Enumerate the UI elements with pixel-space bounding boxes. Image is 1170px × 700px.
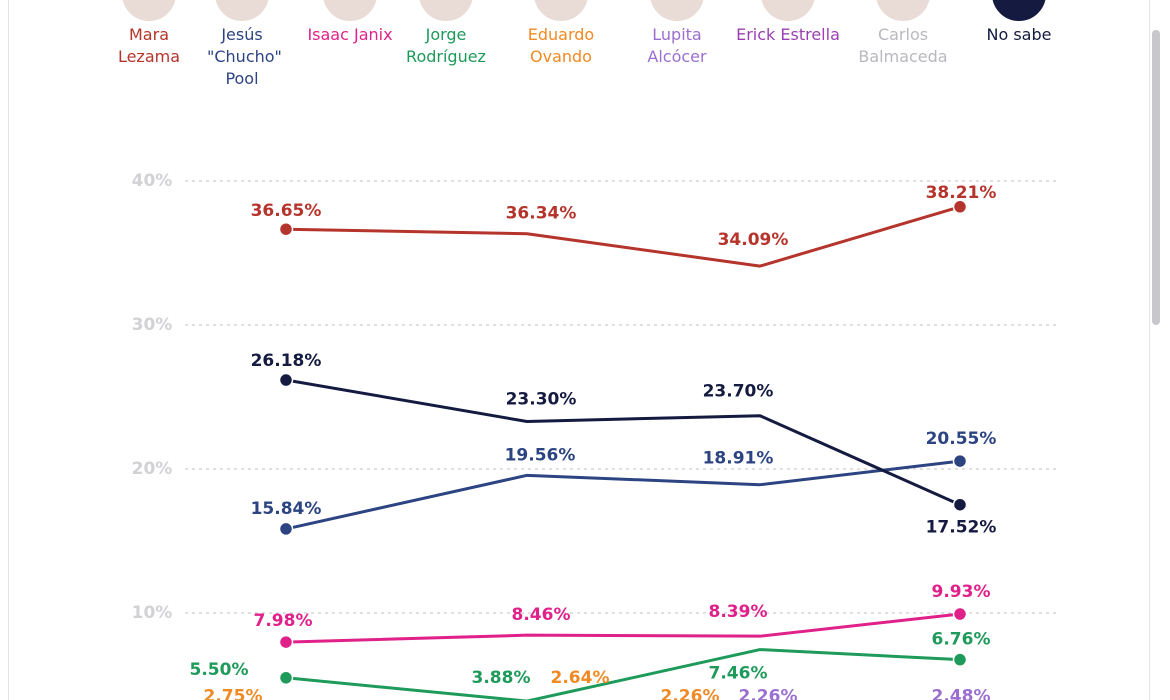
legend-avatar bbox=[874, 0, 932, 23]
data-point bbox=[952, 606, 968, 622]
y-tick-label: 20% bbox=[132, 459, 173, 479]
value-label: 17.52% bbox=[926, 518, 997, 538]
legend-avatar bbox=[759, 0, 817, 23]
data-point bbox=[952, 652, 968, 667]
scrollbar[interactable] bbox=[1152, 30, 1160, 325]
series-line bbox=[285, 612, 961, 644]
legend-entry: Eduardo Ovando bbox=[527, 25, 595, 66]
legend-avatar bbox=[648, 0, 706, 23]
value-label: 26.18% bbox=[251, 351, 322, 371]
value-label: 2.64% bbox=[551, 668, 610, 688]
legend-entry: Erick Estrella bbox=[736, 25, 840, 44]
legend-avatar bbox=[417, 0, 475, 23]
series-line bbox=[285, 205, 961, 268]
data-point bbox=[278, 372, 294, 388]
value-label: 2.75% bbox=[204, 686, 263, 700]
data-point bbox=[278, 634, 294, 650]
legend-entry: Jorge Rodríguez bbox=[406, 25, 486, 66]
series-line bbox=[285, 459, 961, 531]
legend-avatar bbox=[990, 0, 1048, 23]
data-point bbox=[278, 670, 294, 686]
data-point bbox=[278, 221, 294, 237]
series-line bbox=[285, 648, 961, 700]
value-label: 38.21% bbox=[926, 183, 997, 203]
data-point bbox=[278, 521, 294, 537]
y-tick-label: 30% bbox=[132, 315, 173, 335]
legend-entry: Jesús "Chucho" Pool bbox=[207, 25, 282, 88]
value-label: 2.26% bbox=[739, 686, 798, 700]
legend-entry: No sabe bbox=[986, 25, 1052, 44]
value-label: 9.93% bbox=[932, 582, 991, 602]
value-label: 7.46% bbox=[709, 664, 768, 684]
legend-entry: Mara Lezama bbox=[117, 25, 181, 66]
value-label: 5.50% bbox=[190, 660, 249, 680]
frame bbox=[8, 0, 1150, 700]
value-label: 3.88% bbox=[472, 668, 531, 688]
value-label: 8.39% bbox=[709, 602, 768, 622]
value-label: 20.55% bbox=[926, 429, 997, 449]
value-label: 8.46% bbox=[512, 605, 571, 625]
value-label: 18.91% bbox=[703, 449, 774, 469]
value-label: 36.65% bbox=[251, 201, 322, 221]
legend-avatar bbox=[321, 0, 379, 23]
legend-entry: Isaac Janix bbox=[307, 25, 393, 44]
value-label: 36.34% bbox=[506, 204, 577, 224]
series-line bbox=[285, 378, 961, 507]
value-label: 23.70% bbox=[703, 382, 774, 402]
value-label: 2.48% bbox=[932, 686, 991, 700]
y-tick-label: 40% bbox=[132, 171, 173, 191]
y-tick-label: 10% bbox=[132, 603, 173, 623]
legend-avatar bbox=[120, 0, 178, 23]
value-label: 34.09% bbox=[718, 230, 789, 250]
value-label: 7.98% bbox=[254, 611, 313, 631]
data-point bbox=[952, 199, 968, 215]
legend-entry: Carlos Balmaceda bbox=[858, 25, 948, 66]
value-label: 15.84% bbox=[251, 499, 322, 519]
value-label: 2.26% bbox=[661, 686, 720, 700]
data-point bbox=[952, 497, 968, 512]
data-point bbox=[952, 453, 968, 469]
value-label: 23.30% bbox=[506, 389, 577, 409]
legend-avatar bbox=[213, 0, 271, 23]
legend-avatar bbox=[532, 0, 590, 23]
legend-entry: Lupita Alcócer bbox=[647, 25, 707, 66]
value-label: 6.76% bbox=[932, 630, 991, 650]
value-label: 19.56% bbox=[505, 445, 576, 465]
